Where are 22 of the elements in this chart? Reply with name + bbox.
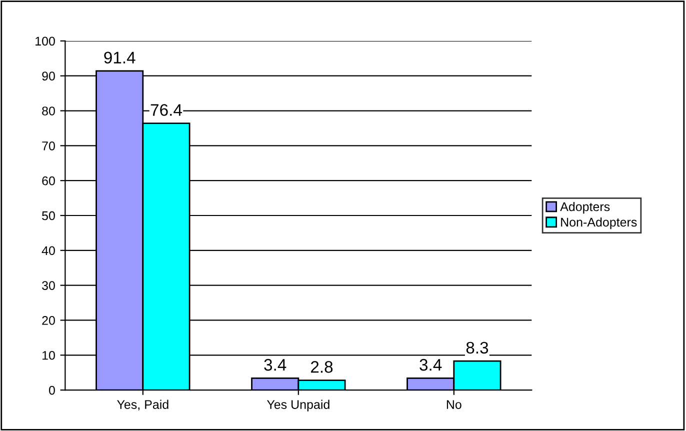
data-label: 76.4 xyxy=(150,104,182,116)
y-tick-label: 80 xyxy=(42,106,55,116)
data-label: 3.4 xyxy=(420,358,442,371)
data-label: 91.4 xyxy=(104,52,136,64)
y-tick-label: 0 xyxy=(48,386,55,395)
data-label: 2.8 xyxy=(310,361,333,373)
x-tick-label: Yes, Paid xyxy=(117,400,168,410)
y-tick-label: 10 xyxy=(42,350,55,360)
y-tick-label: 100 xyxy=(36,36,55,46)
legend-label: Adopters xyxy=(560,202,610,214)
y-tick-label: 70 xyxy=(42,141,55,150)
x-tick-label: Yes Unpaid xyxy=(266,400,330,412)
y-tick-label: 20 xyxy=(42,316,55,325)
data-label: 3.4 xyxy=(264,358,286,371)
y-tick-label: 40 xyxy=(42,246,55,256)
y-tick-label: 50 xyxy=(42,211,55,220)
y-tick-label: 90 xyxy=(42,72,55,81)
y-tick-label: 30 xyxy=(42,281,55,290)
legend-label: Non-Adopters xyxy=(561,217,637,230)
y-tick-label: 60 xyxy=(42,176,55,186)
x-tick-label: No xyxy=(446,400,462,409)
data-label: 8.3 xyxy=(466,342,488,354)
